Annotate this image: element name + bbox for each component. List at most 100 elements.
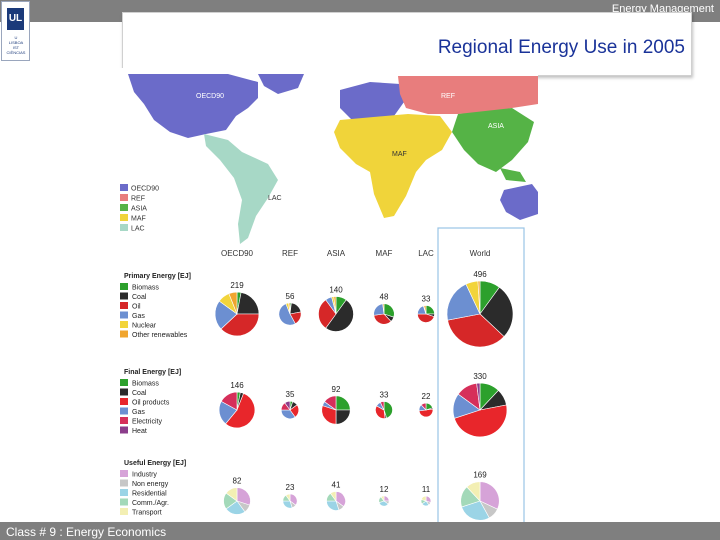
- map-legend-label-lac: LAC: [131, 226, 145, 233]
- pie-slice-world-industry: [479, 481, 500, 510]
- total-label-asia: 92: [332, 385, 341, 394]
- column-header-asia: ASIA: [327, 249, 346, 258]
- pie-slice-asia-oil-products: [321, 405, 337, 425]
- legend-swatch-gas: [120, 407, 128, 415]
- title-box: Regional Energy Use in 2005: [122, 12, 692, 76]
- legend-label-nuclear: Nuclear: [132, 323, 157, 330]
- map-legend-swatch-maf: [120, 214, 128, 221]
- pie-slice-world-oil: [447, 313, 505, 348]
- footer-bar: [0, 522, 720, 540]
- total-label-lac: 33: [422, 294, 431, 303]
- map-label-lac: LAC: [268, 195, 282, 202]
- map-legend-label-maf: MAF: [131, 216, 146, 223]
- pie-slice-asia-coal: [325, 299, 354, 332]
- region-asia: [452, 108, 534, 172]
- legend-label-other-renewables: Other renewables: [132, 332, 188, 339]
- total-label-lac: 11: [422, 485, 431, 494]
- legend-label-gas: Gas: [132, 313, 145, 320]
- pie-slice-maf-other-renewables: [382, 303, 385, 315]
- legend-label-oil-products: Oil products: [132, 400, 170, 407]
- legend-swatch-residential: [120, 489, 128, 496]
- legend-swatch-coal: [120, 388, 128, 396]
- energy-figure: OECD90 REF ASIA MAF LAC OECD90 REF ASIA MAF…: [108, 68, 538, 531]
- total-label-lac: 22: [422, 392, 431, 401]
- pie-slice-world-coal: [479, 286, 514, 338]
- pie-slice-world-heat: [476, 382, 481, 411]
- column-headers: OECD90 REF ASIA MAF LAC World: [221, 249, 490, 258]
- legend-swatch-non-energy: [120, 479, 128, 487]
- total-label-oecd90: 82: [233, 477, 242, 486]
- region-oecd90-europe: [340, 82, 404, 124]
- region-asia-islands: [500, 168, 526, 182]
- legend-swatch-comm-agr: [120, 498, 128, 506]
- map-legend-label-ref: REF: [131, 196, 145, 203]
- pie-slice-oecd90-industry: [236, 487, 251, 506]
- legend-label-coal: Coal: [132, 294, 147, 301]
- figure-svg: OECD90 REF ASIA MAF LAC OECD90 REF ASIA MAF…: [108, 68, 538, 531]
- legend-label-non-energy: Non energy: [132, 481, 169, 488]
- pie-slice-oecd90-oil-products: [225, 392, 256, 429]
- university-logo: UL U LISBOA IST CIÊNCIAS: [1, 1, 30, 61]
- slide-title: Regional Energy Use in 2005: [437, 37, 685, 58]
- total-label-world: 330: [473, 372, 487, 381]
- pie-slice-ref-gas: [278, 303, 296, 326]
- pie-slice-oecd90-transport: [225, 487, 238, 502]
- pie-slice-lac-oil: [417, 313, 435, 323]
- legend-label-electricity: Electricity: [132, 419, 162, 426]
- map-label-maf: MAF: [392, 151, 407, 158]
- total-label-maf: 48: [380, 293, 389, 302]
- legend-swatch-industry: [120, 470, 128, 477]
- legend-swatch-other-renewables: [120, 330, 128, 338]
- pie-slice-maf-transport: [380, 495, 385, 502]
- footer-label: Class # 9 : Energy Economics: [6, 525, 167, 539]
- column-header-maf: MAF: [376, 249, 393, 258]
- total-label-maf: 12: [380, 485, 389, 494]
- legend-label-biomass: Biomass: [132, 285, 159, 292]
- legend-swatch-transport: [120, 508, 128, 515]
- legend-label-heat: Heat: [132, 428, 147, 435]
- panel-useful-energy-ej: Useful Energy [EJ] Industry Non energy Resi…: [120, 460, 500, 521]
- legend-swatch-nuclear: [120, 321, 128, 328]
- pie-slice-maf-oil: [373, 313, 392, 325]
- pie-slice-world-residential: [461, 500, 490, 521]
- pie-slice-asia-transport: [330, 491, 337, 502]
- map-legend: OECD90 REF ASIA MAF LAC: [120, 184, 159, 233]
- panel-title: Final Energy [EJ]: [124, 369, 181, 376]
- map-legend-swatch-asia: [120, 204, 128, 211]
- region-oecd90-north-america: [128, 74, 258, 138]
- legend-label-comm-agr: Comm./Agr.: [132, 500, 169, 507]
- map-label-asia: ASIA: [488, 123, 504, 130]
- panel-final-energy-ej: Final Energy [EJ] Biomass Coal Oil products…: [120, 369, 508, 438]
- map-label-ref: REF: [441, 93, 455, 100]
- region-ref: [398, 76, 538, 114]
- panel-title: Primary Energy [EJ]: [124, 273, 191, 280]
- total-label-maf: 33: [380, 390, 389, 399]
- legend-label-residential: Residential: [132, 491, 167, 498]
- pie-slice-asia-industry: [335, 491, 346, 507]
- pie-slice-lac-transport: [420, 495, 427, 502]
- pie-slice-world-gas: [446, 283, 481, 321]
- map-legend-swatch-oecd90: [120, 184, 128, 191]
- world-map: OECD90 REF ASIA MAF LAC: [128, 74, 538, 244]
- column-header-world: World: [470, 249, 491, 258]
- legend-swatch-oil-products: [120, 398, 128, 405]
- pie-slice-lac-electricity: [420, 402, 427, 411]
- total-label-ref: 23: [286, 483, 295, 492]
- map-legend-swatch-lac: [120, 224, 128, 231]
- region-greenland: [258, 74, 304, 94]
- total-label-asia: 140: [329, 285, 343, 294]
- pie-panels: Primary Energy [EJ] Biomass Coal Oil Gas Nucl…: [120, 270, 514, 521]
- pie-slice-world-oil-products: [454, 404, 508, 438]
- legend-swatch-biomass: [120, 283, 128, 290]
- legend-label-biomass: Biomass: [132, 381, 159, 388]
- logo-line: U: [14, 35, 18, 40]
- region-lac: [204, 134, 278, 244]
- legend-swatch-heat: [120, 426, 128, 434]
- pie-slice-oecd90-oil: [220, 313, 260, 337]
- pie-slice-lac-other-renewables: [423, 305, 427, 315]
- pie-slice-asia-other-renewables: [333, 296, 337, 315]
- column-header-oecd90: OECD90: [221, 249, 254, 258]
- total-label-oecd90: 146: [230, 381, 244, 390]
- pie-slice-asia-electricity: [324, 395, 337, 411]
- logo-text: U LISBOA IST CIÊNCIAS: [4, 35, 28, 55]
